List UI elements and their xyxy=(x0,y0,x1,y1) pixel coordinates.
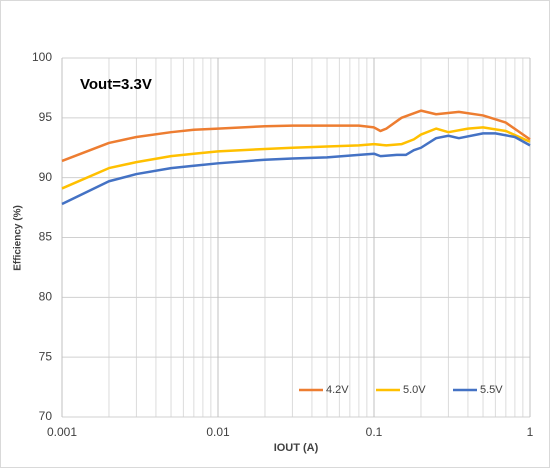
x-axis-label: IOUT (A) xyxy=(274,442,319,454)
y-tick-label: 90 xyxy=(39,170,53,184)
legend-label: 4.2V xyxy=(326,384,349,396)
series-line xyxy=(61,132,531,206)
series-line xyxy=(61,126,531,190)
annotation: Vout=3.3V xyxy=(80,76,152,93)
x-tick-label: 0.01 xyxy=(206,425,230,439)
x-tick-label: 1 xyxy=(527,425,534,439)
y-axis-label: Efficiency (%) xyxy=(13,205,24,271)
y-tick-label: 80 xyxy=(39,290,53,304)
legend-label: 5.0V xyxy=(403,384,426,396)
legend-label: 5.5V xyxy=(480,384,503,396)
x-tick-label: 0.1 xyxy=(366,425,383,439)
y-tick-label: 70 xyxy=(39,409,53,423)
y-tick-label: 95 xyxy=(39,110,53,124)
lines xyxy=(61,109,531,206)
y-tick-label: 85 xyxy=(39,230,53,244)
series-line xyxy=(61,109,531,163)
y-tick-label: 100 xyxy=(32,50,52,64)
x-tick-label: 0.001 xyxy=(47,425,77,439)
grid: 70 75 80 85 90 95 100 0.001 0.01 0.1 1 xyxy=(32,50,534,439)
y-tick-label: 75 xyxy=(39,349,53,363)
